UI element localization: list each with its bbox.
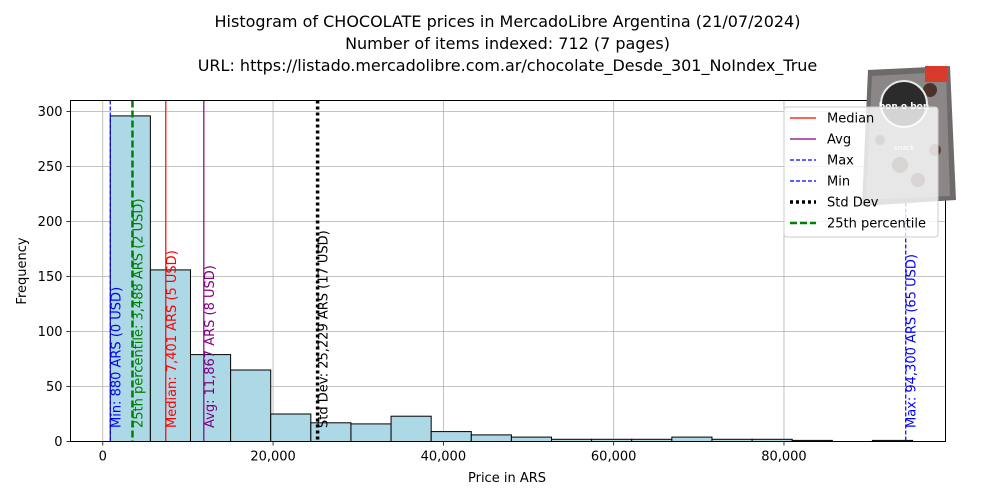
legend-label: Min — [827, 175, 850, 190]
y-tick-label: 250 — [38, 160, 63, 175]
y-tick-label: 200 — [38, 215, 63, 230]
histogram-bar — [430, 431, 472, 443]
plot-frame — [70, 100, 946, 442]
y-tick-label: 150 — [38, 270, 63, 285]
histogram-bar — [510, 436, 553, 443]
ref-label-max: Max: 94,300 ARS (65 USD) — [905, 254, 920, 428]
y-axis-label: Frequency — [15, 237, 30, 304]
y-tick-label: 300 — [38, 105, 63, 120]
histogram-bar — [189, 354, 232, 443]
chart-subtitle-items: Number of items indexed: 712 (7 pages) — [345, 34, 670, 53]
chart-title: Histogram of CHOCOLATE prices in Mercado… — [214, 12, 801, 31]
histogram-bar — [149, 269, 191, 442]
ref-label-median: Median: 7,401 ARS (5 USD) — [165, 250, 180, 428]
legend-label: 25th percentile — [827, 217, 926, 232]
ref-label-min: Min: 880 ARS (0 USD) — [109, 287, 124, 428]
histogram-bar — [270, 413, 312, 442]
x-tick-label: 60,000 — [591, 450, 637, 465]
y-tick-label: 50 — [46, 380, 63, 395]
histogram-bar — [470, 434, 512, 442]
x-tick-label: 20,000 — [250, 450, 296, 465]
x-axis-label: Price in ARS — [468, 471, 546, 486]
legend-label: Avg — [827, 133, 851, 148]
ref-label-std-dev: Std Dev: 25,229 ARS (17 USD) — [317, 230, 332, 428]
legend: Median Avg Max Min Std Dev 25th percentile — [783, 106, 939, 238]
legend-box — [783, 106, 939, 238]
y-tick-label: 0 — [54, 435, 62, 450]
histogram-bar — [109, 115, 151, 443]
legend-label: Max — [827, 154, 854, 169]
histogram-bar — [230, 369, 272, 442]
y-tick-label: 100 — [38, 325, 63, 340]
axis-ticks: 0 20,000 40,000 60,000 80,000 0 50 100 150 200 250… — [38, 105, 807, 465]
legend-label: Median — [827, 112, 874, 127]
reference-lines: Median: 7,401 ARS (5 USD) Avg: 11,867 ARS… — [109, 100, 920, 442]
x-tick-label: 0 — [99, 450, 107, 465]
histogram-bar — [350, 423, 392, 442]
histogram-bar — [671, 436, 713, 443]
ref-label-avg: Avg: 11,867 ARS (8 USD) — [203, 265, 218, 428]
histogram-bars — [109, 115, 914, 443]
x-tick-label: 80,000 — [761, 450, 807, 465]
ref-label-25th-percentile: 25th percentile: 3,488 ARS (2 USD) — [131, 198, 146, 428]
chart-subtitle-url: URL: https://listado.mercadolibre.com.ar… — [197, 56, 818, 75]
x-tick-label: 40,000 — [421, 450, 467, 465]
histogram-bar — [390, 415, 432, 443]
legend-label: Std Dev — [827, 196, 879, 211]
